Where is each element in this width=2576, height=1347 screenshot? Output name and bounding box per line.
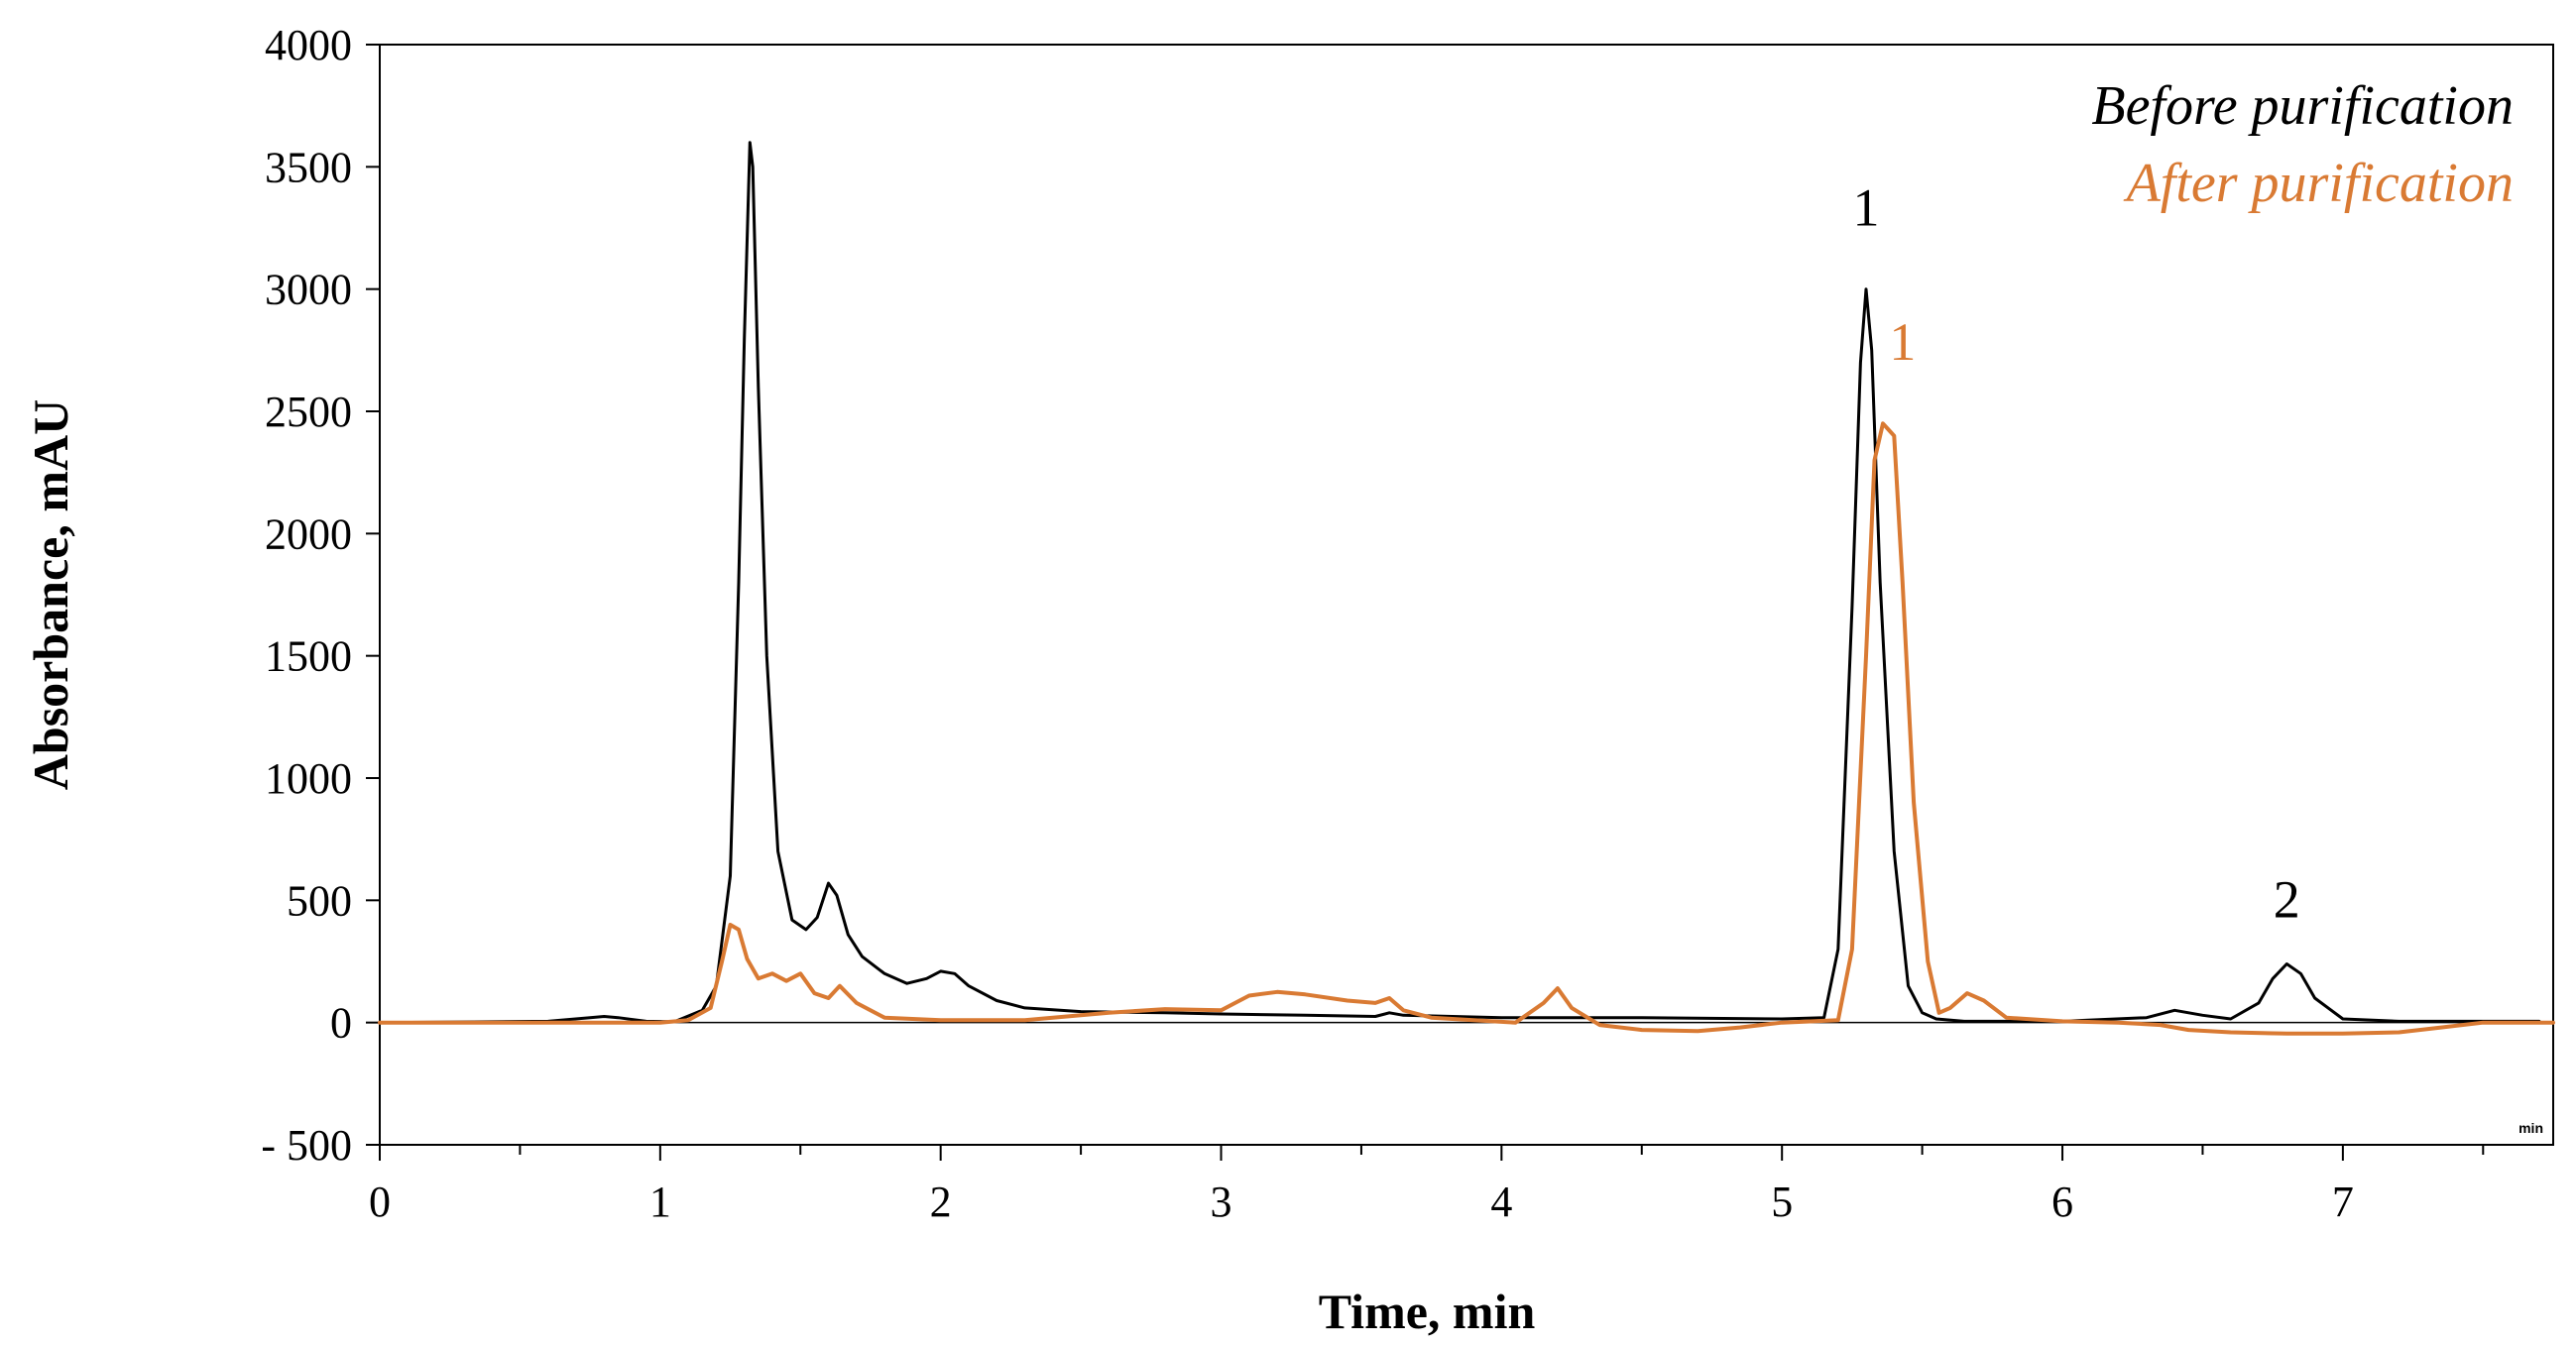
- y-tick-label: 2000: [265, 509, 352, 558]
- x-tick-label: 3: [1211, 1178, 1232, 1226]
- legend-entry: After purification: [2123, 153, 2514, 214]
- x-axis-title: Time, min: [1319, 1284, 1536, 1339]
- legend: Before purification After purification: [2091, 75, 2514, 214]
- series-line-before-purification: [378, 141, 2541, 1025]
- y-tick-label: 1500: [265, 632, 352, 681]
- legend-entry: Before purification: [2091, 75, 2514, 137]
- y-tick-label: 0: [330, 999, 352, 1048]
- x-tick-label: 5: [1771, 1178, 1793, 1226]
- y-tick-label: 3500: [265, 143, 352, 191]
- peak-label: 1: [1889, 312, 1916, 372]
- y-tick-label: 1000: [265, 754, 352, 803]
- axes: - 500 0 500 1000 1500 2000 2500 3000 3500 4000 0 1 2…: [23, 21, 2554, 1339]
- x-tick-label: 0: [369, 1178, 391, 1226]
- x-unit-label: min: [2518, 1120, 2543, 1136]
- series-layer: [378, 141, 2555, 1036]
- x-tick-label: 7: [2332, 1178, 2354, 1226]
- y-tick-label: 4000: [265, 21, 352, 69]
- series-line-after-purification: [378, 421, 2555, 1036]
- peak-label: 1: [1853, 178, 1880, 238]
- x-tick-label: 2: [930, 1178, 952, 1226]
- y-axis-title: Absorbance, mAU: [23, 399, 78, 790]
- y-tick-label: 2500: [265, 388, 352, 436]
- peak-label: 2: [2274, 870, 2300, 930]
- x-tick-label: 1: [649, 1178, 671, 1226]
- y-tick-label: 500: [287, 876, 352, 925]
- y-tick-label: 3000: [265, 266, 352, 314]
- y-tick-label: - 500: [261, 1121, 352, 1170]
- plot-frame: [379, 44, 2554, 1146]
- x-tick-label: 6: [2051, 1178, 2073, 1226]
- annotations: 1 1 2: [1853, 178, 2300, 930]
- x-tick-label: 4: [1490, 1178, 1512, 1226]
